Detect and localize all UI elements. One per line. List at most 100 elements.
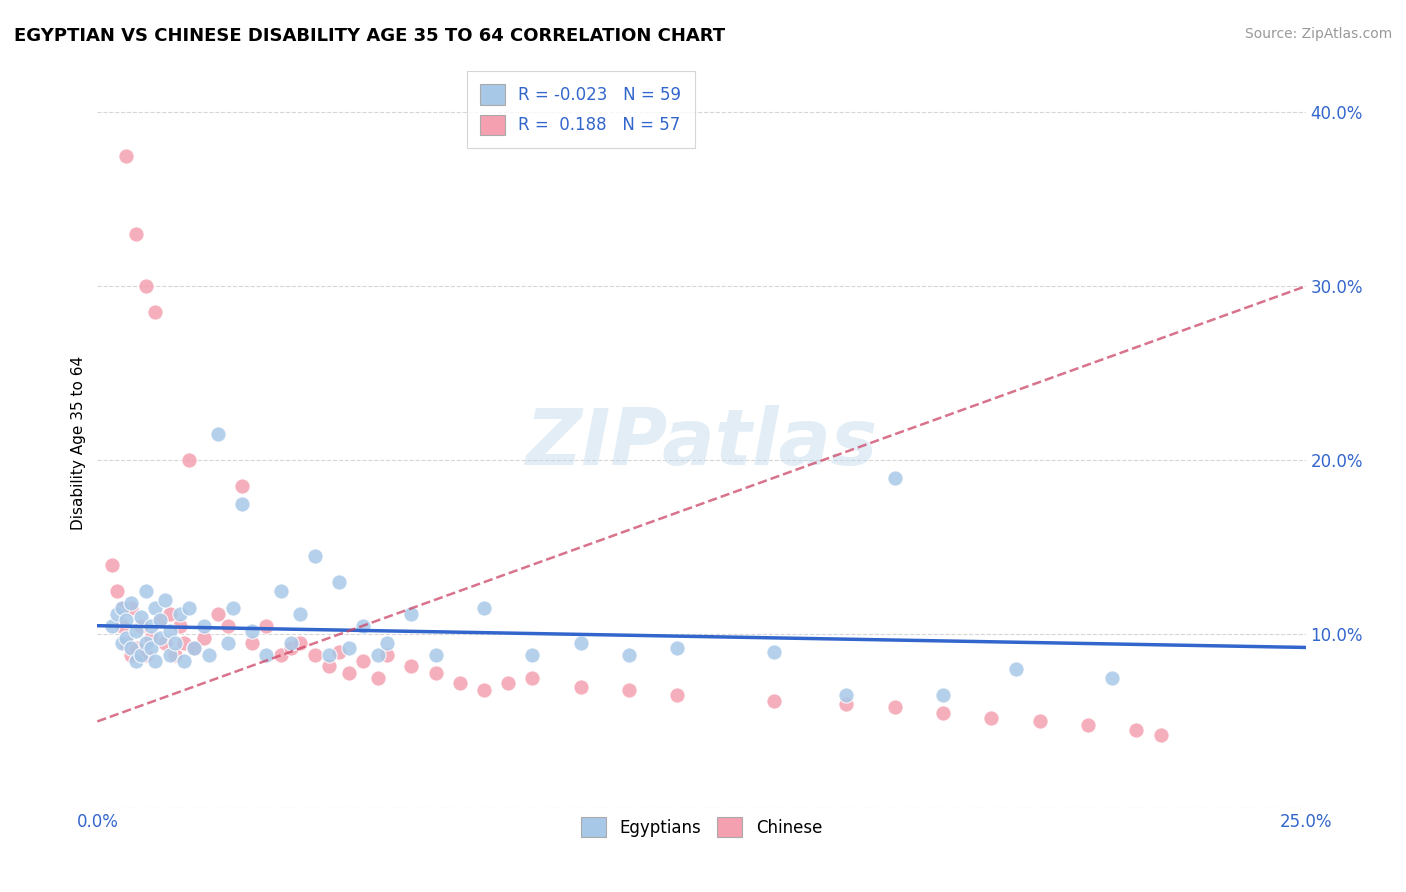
- Point: [1004, 662, 1026, 676]
- Point: [207, 427, 229, 442]
- Point: [115, 636, 138, 650]
- Point: [883, 700, 905, 714]
- Point: [337, 641, 360, 656]
- Point: [173, 636, 195, 650]
- Point: [290, 636, 312, 650]
- Point: [101, 558, 124, 572]
- Point: [125, 624, 148, 638]
- Point: [932, 688, 955, 702]
- Point: [231, 497, 253, 511]
- Text: ZIPatlas: ZIPatlas: [526, 405, 877, 481]
- Point: [352, 618, 374, 632]
- Point: [762, 693, 785, 707]
- Point: [110, 636, 132, 650]
- Point: [425, 648, 447, 663]
- Point: [1077, 718, 1099, 732]
- Point: [280, 641, 302, 656]
- Point: [425, 665, 447, 680]
- Point: [932, 706, 955, 720]
- Point: [120, 601, 142, 615]
- Point: [179, 601, 201, 615]
- Text: EGYPTIAN VS CHINESE DISABILITY AGE 35 TO 64 CORRELATION CHART: EGYPTIAN VS CHINESE DISABILITY AGE 35 TO…: [14, 27, 725, 45]
- Point: [193, 631, 215, 645]
- Legend: Egyptians, Chinese: Egyptians, Chinese: [574, 810, 828, 844]
- Point: [110, 601, 132, 615]
- Point: [318, 658, 340, 673]
- Point: [115, 149, 138, 163]
- Point: [217, 618, 239, 632]
- Point: [352, 653, 374, 667]
- Point: [139, 631, 162, 645]
- Point: [367, 671, 389, 685]
- Point: [115, 614, 138, 628]
- Point: [159, 648, 181, 663]
- Point: [375, 648, 398, 663]
- Point: [120, 648, 142, 663]
- Point: [328, 645, 350, 659]
- Point: [149, 631, 172, 645]
- Point: [1028, 714, 1050, 729]
- Point: [280, 636, 302, 650]
- Point: [110, 618, 132, 632]
- Point: [231, 479, 253, 493]
- Point: [617, 648, 640, 663]
- Text: Source: ZipAtlas.com: Source: ZipAtlas.com: [1244, 27, 1392, 41]
- Point: [256, 618, 278, 632]
- Point: [318, 648, 340, 663]
- Point: [129, 618, 152, 632]
- Point: [173, 653, 195, 667]
- Point: [153, 636, 176, 650]
- Point: [1149, 728, 1171, 742]
- Point: [1125, 723, 1147, 738]
- Point: [163, 648, 186, 663]
- Point: [110, 601, 132, 615]
- Point: [666, 688, 689, 702]
- Point: [449, 676, 471, 690]
- Point: [304, 549, 326, 563]
- Point: [139, 618, 162, 632]
- Point: [337, 665, 360, 680]
- Y-axis label: Disability Age 35 to 64: Disability Age 35 to 64: [72, 356, 86, 530]
- Point: [125, 227, 148, 241]
- Point: [256, 648, 278, 663]
- Point: [401, 658, 423, 673]
- Point: [522, 671, 544, 685]
- Point: [304, 648, 326, 663]
- Point: [221, 601, 243, 615]
- Point: [240, 636, 263, 650]
- Point: [129, 648, 152, 663]
- Point: [120, 596, 142, 610]
- Point: [270, 648, 292, 663]
- Point: [143, 653, 166, 667]
- Point: [159, 624, 181, 638]
- Point: [835, 688, 858, 702]
- Point: [125, 653, 148, 667]
- Point: [270, 583, 292, 598]
- Point: [1101, 671, 1123, 685]
- Point: [217, 636, 239, 650]
- Point: [169, 607, 191, 621]
- Point: [135, 583, 157, 598]
- Point: [169, 618, 191, 632]
- Point: [129, 610, 152, 624]
- Point: [120, 641, 142, 656]
- Point: [617, 683, 640, 698]
- Point: [883, 471, 905, 485]
- Point: [401, 607, 423, 621]
- Point: [163, 636, 186, 650]
- Point: [143, 305, 166, 319]
- Point: [666, 641, 689, 656]
- Point: [980, 711, 1002, 725]
- Point: [472, 683, 495, 698]
- Point: [240, 624, 263, 638]
- Point: [290, 607, 312, 621]
- Point: [101, 618, 124, 632]
- Point: [569, 636, 592, 650]
- Point: [367, 648, 389, 663]
- Point: [135, 648, 157, 663]
- Point: [183, 641, 205, 656]
- Point: [835, 697, 858, 711]
- Point: [115, 631, 138, 645]
- Point: [105, 607, 128, 621]
- Point: [125, 641, 148, 656]
